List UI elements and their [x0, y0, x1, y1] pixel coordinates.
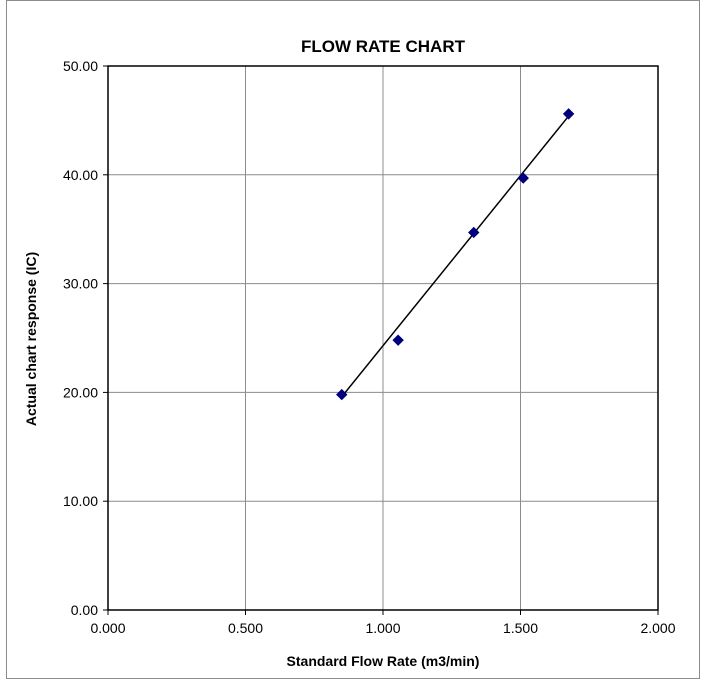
y-tick-label: 20.00: [63, 384, 98, 400]
x-axis-label: Standard Flow Rate (m3/min): [287, 653, 480, 669]
tick-labels: 0.000 0.500 1.000 1.500 2.000 0.00 10.00 20.00 3…: [63, 58, 676, 636]
x-tick-label: 1.500: [503, 620, 538, 636]
data-point-diamond: [562, 108, 575, 120]
chart-frame: [6, 0, 700, 679]
y-tick-label: 0.00: [71, 602, 98, 618]
y-axis-label: Actual chart response (IC): [23, 252, 39, 426]
x-tick-label: 0.000: [90, 620, 125, 636]
trendline-layer: [341, 115, 570, 398]
data-points: [336, 108, 575, 401]
data-point-diamond: [517, 172, 529, 184]
x-tick-label: 1.000: [365, 620, 400, 636]
data-point-diamond: [392, 334, 404, 346]
y-tick-label: 50.00: [63, 58, 98, 74]
chart-title: FLOW RATE CHART: [301, 37, 466, 56]
y-tick-label: 10.00: [63, 493, 98, 509]
x-tick-label: 0.500: [228, 620, 263, 636]
data-point-diamond: [468, 226, 480, 239]
y-tick-label: 40.00: [63, 167, 98, 183]
x-tick-label: 2.000: [640, 620, 675, 636]
trend-line: [341, 115, 570, 398]
data-point-diamond: [336, 388, 348, 401]
y-tick-label: 30.00: [63, 276, 98, 292]
grid-lines: [108, 66, 658, 610]
